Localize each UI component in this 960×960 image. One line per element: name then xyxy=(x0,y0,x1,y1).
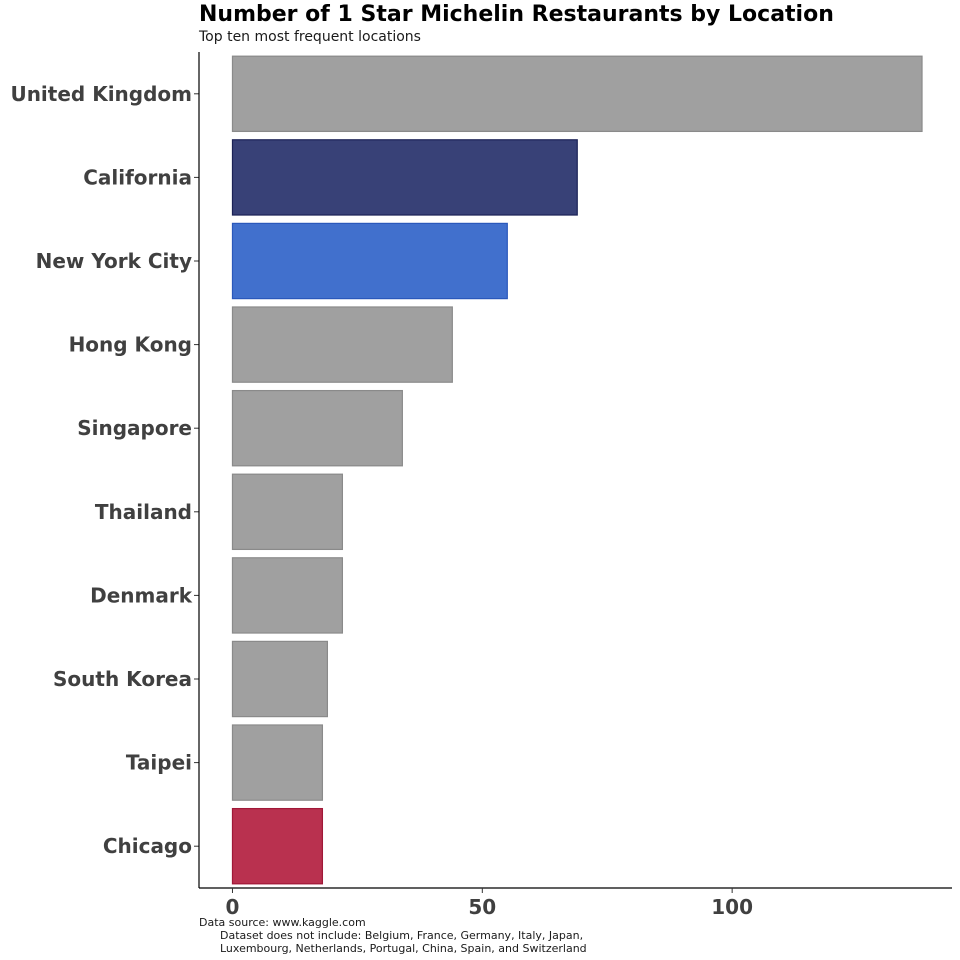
bar-california xyxy=(231,139,578,216)
y-tick-label: South Korea xyxy=(53,667,192,691)
y-tick-label: Singapore xyxy=(77,416,192,440)
bar-new-york-city xyxy=(231,222,508,300)
x-tick-label: 50 xyxy=(468,895,496,919)
bar-taipei xyxy=(231,724,324,801)
caption-source: Data source: www.kaggle.com xyxy=(199,916,366,929)
caption-note-line-2: Luxembourg, Netherlands, Portugal, China… xyxy=(220,942,587,955)
chart-caption: Data source: www.kaggle.com Dataset does… xyxy=(199,916,587,955)
chart-title: Number of 1 Star Michelin Restaurants by… xyxy=(199,2,834,27)
y-tick-label: Denmark xyxy=(90,583,193,607)
y-tick-label: Chicago xyxy=(103,834,192,858)
caption-note-line-1: Dataset does not include: Belgium, Franc… xyxy=(220,929,584,942)
bars-group xyxy=(231,55,923,885)
bar-denmark xyxy=(231,557,344,634)
x-tick-label: 100 xyxy=(711,895,753,919)
bar-thailand xyxy=(231,473,344,551)
y-tick-label: Hong Kong xyxy=(69,333,192,357)
x-tick-label: 0 xyxy=(226,895,240,919)
bar-singapore xyxy=(231,389,403,467)
y-tick-label: United Kingdom xyxy=(10,82,192,106)
y-tick-label: Thailand xyxy=(95,500,192,524)
bar-hong-kong xyxy=(231,306,453,383)
bar-united-kingdom xyxy=(231,55,923,133)
bar-south-korea xyxy=(231,640,329,718)
bar-chicago xyxy=(231,807,324,885)
y-tick-label: California xyxy=(83,165,192,189)
y-tick-label: Taipei xyxy=(126,751,192,775)
chart-subtitle: Top ten most frequent locations xyxy=(199,29,421,45)
y-tick-label: New York City xyxy=(36,249,192,273)
